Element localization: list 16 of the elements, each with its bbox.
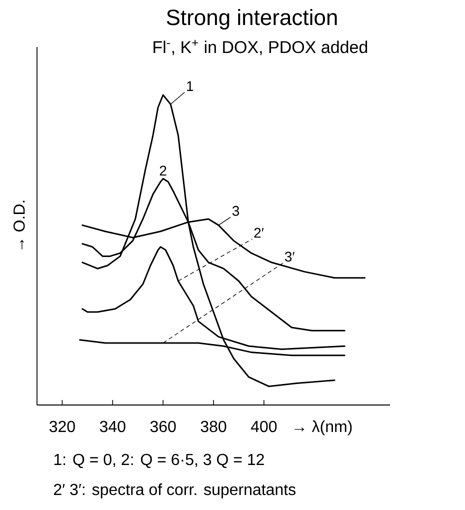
x-tick-label: 400 xyxy=(250,420,277,432)
y-axis-title: → O.D. xyxy=(13,200,25,250)
text: 3′ xyxy=(284,252,295,262)
x-tick-label: 380 xyxy=(200,420,226,432)
chart-title: Strong interaction xyxy=(166,9,337,30)
x-tick-label: 320 xyxy=(49,420,75,432)
x-tick-label: 340 xyxy=(100,420,126,432)
x-axis-title: → λ(nm) xyxy=(294,420,352,436)
text: 1: Q = 0, 2: Q = 6·5, 3 Q = 12 xyxy=(54,454,264,468)
x-tick-label: 360 xyxy=(150,420,176,432)
text: 2′ xyxy=(254,228,264,238)
series-label: 1 xyxy=(187,81,194,91)
series-label: 2 xyxy=(160,166,166,176)
chart-subtitle: Fl$^{-}$, K$^{+}$ in DOX, PDOX added xyxy=(154,40,368,56)
text: 2′ 3′: spectra of corr. supernatants xyxy=(54,483,296,498)
series-label: 3 xyxy=(232,206,240,216)
